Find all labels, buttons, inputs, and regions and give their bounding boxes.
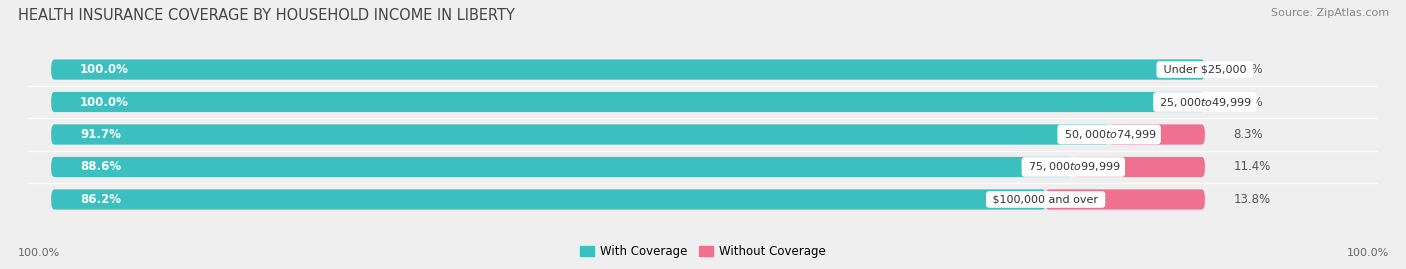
FancyBboxPatch shape xyxy=(51,59,1205,80)
Text: 88.6%: 88.6% xyxy=(80,161,121,174)
Text: Under $25,000: Under $25,000 xyxy=(1160,65,1250,75)
Text: 91.7%: 91.7% xyxy=(80,128,121,141)
FancyBboxPatch shape xyxy=(51,125,1205,144)
Text: 86.2%: 86.2% xyxy=(80,193,121,206)
Text: $100,000 and over: $100,000 and over xyxy=(990,194,1102,204)
Text: 0.0%: 0.0% xyxy=(1233,95,1264,108)
Text: HEALTH INSURANCE COVERAGE BY HOUSEHOLD INCOME IN LIBERTY: HEALTH INSURANCE COVERAGE BY HOUSEHOLD I… xyxy=(18,8,515,23)
FancyBboxPatch shape xyxy=(51,157,1073,177)
FancyBboxPatch shape xyxy=(51,157,1205,177)
Text: $75,000 to $99,999: $75,000 to $99,999 xyxy=(1025,161,1122,174)
Text: $50,000 to $74,999: $50,000 to $74,999 xyxy=(1060,128,1157,141)
Text: 0.0%: 0.0% xyxy=(1233,63,1264,76)
FancyBboxPatch shape xyxy=(51,189,1046,210)
FancyBboxPatch shape xyxy=(51,92,1205,112)
Text: Source: ZipAtlas.com: Source: ZipAtlas.com xyxy=(1271,8,1389,18)
Text: $25,000 to $49,999: $25,000 to $49,999 xyxy=(1157,95,1253,108)
Text: 100.0%: 100.0% xyxy=(80,95,129,108)
Text: 8.3%: 8.3% xyxy=(1233,128,1264,141)
FancyBboxPatch shape xyxy=(51,189,1205,210)
FancyBboxPatch shape xyxy=(1109,125,1205,144)
Legend: With Coverage, Without Coverage: With Coverage, Without Coverage xyxy=(575,241,831,263)
Text: 13.8%: 13.8% xyxy=(1233,193,1271,206)
FancyBboxPatch shape xyxy=(51,92,1205,112)
Text: 100.0%: 100.0% xyxy=(80,63,129,76)
FancyBboxPatch shape xyxy=(51,59,1205,80)
Text: 11.4%: 11.4% xyxy=(1233,161,1271,174)
Text: 100.0%: 100.0% xyxy=(1347,248,1389,258)
Text: 100.0%: 100.0% xyxy=(18,248,60,258)
FancyBboxPatch shape xyxy=(1073,157,1205,177)
FancyBboxPatch shape xyxy=(1046,189,1205,210)
FancyBboxPatch shape xyxy=(51,125,1109,144)
